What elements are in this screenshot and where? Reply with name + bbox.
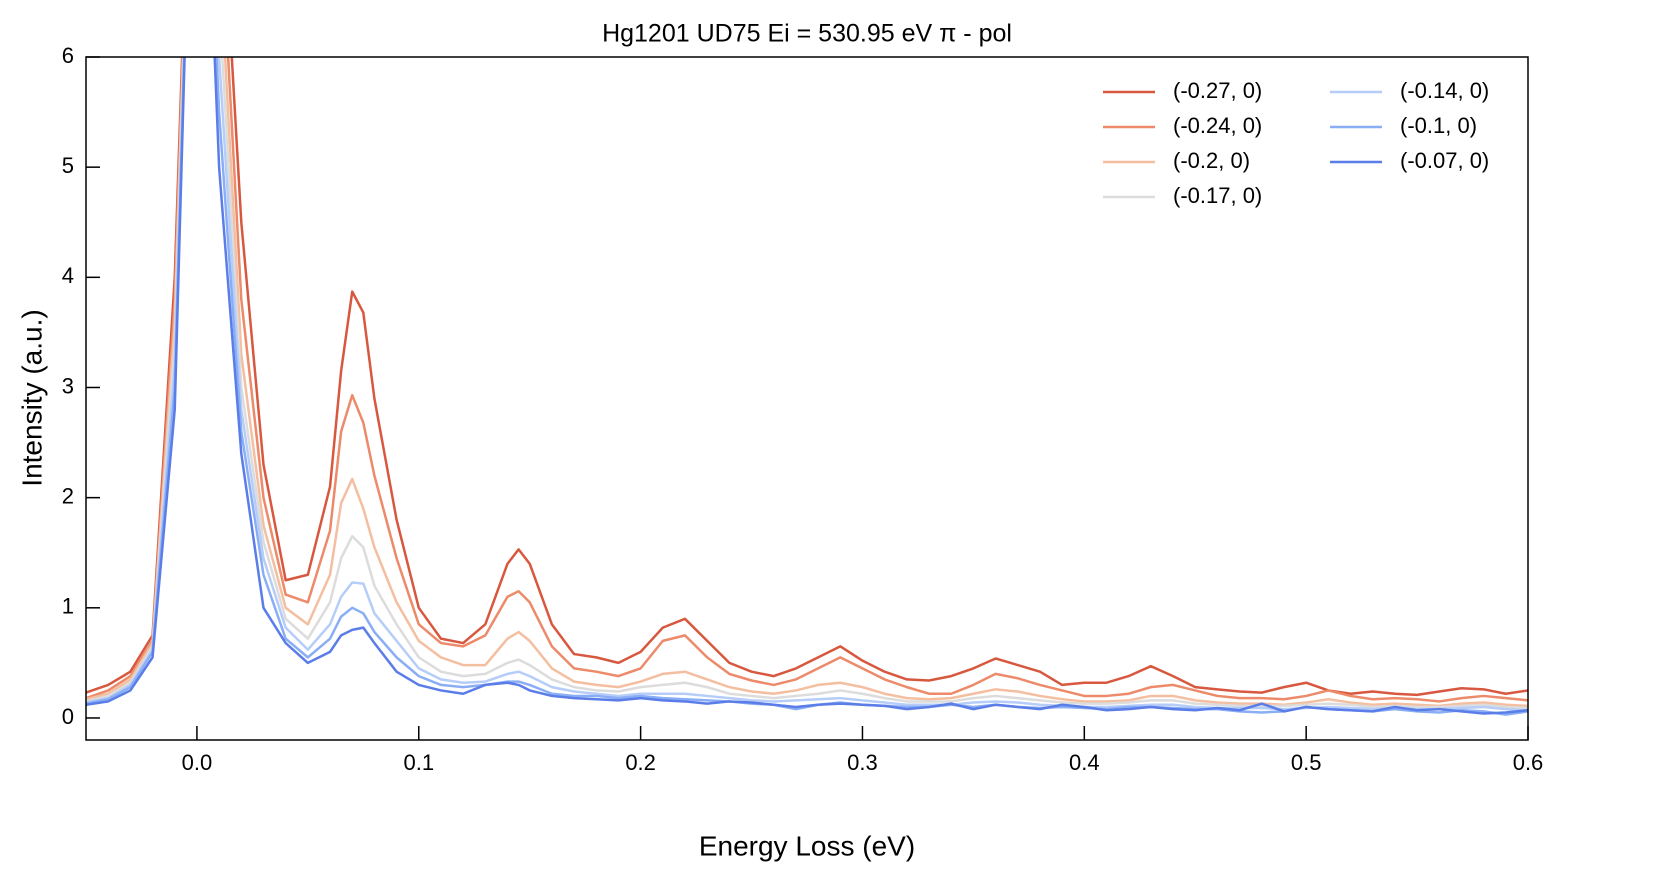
legend-label: (-0.2, 0) <box>1173 148 1250 173</box>
x-tick-label: 0.5 <box>1291 750 1322 775</box>
series-line <box>86 57 1528 703</box>
x-tick-label: 0.4 <box>1069 750 1100 775</box>
series-line <box>86 57 1528 715</box>
y-tick-label: 2 <box>62 483 74 508</box>
x-tick-label: 0.3 <box>847 750 878 775</box>
plot-frame <box>85 56 1529 741</box>
chart-title: Hg1201 UD75 Ei = 530.95 eV π - pol <box>602 20 1012 48</box>
y-tick-label: 5 <box>62 153 74 178</box>
series-line <box>86 57 1528 697</box>
x-tick-label: 0.1 <box>403 750 434 775</box>
legend-label: (-0.17, 0) <box>1173 183 1262 208</box>
y-tick-label: 3 <box>62 373 74 398</box>
y-tick-label: 0 <box>62 704 74 729</box>
legend-label: (-0.27, 0) <box>1173 78 1262 103</box>
x-tick-label: 0.6 <box>1513 750 1544 775</box>
y-tick-label: 4 <box>62 263 74 288</box>
legend-label: (-0.24, 0) <box>1173 113 1262 138</box>
x-tick-label: 0.2 <box>625 750 656 775</box>
legend-label: (-0.07, 0) <box>1400 148 1489 173</box>
y-tick-label: 6 <box>62 43 74 68</box>
legend-label: (-0.14, 0) <box>1400 78 1489 103</box>
plot-area <box>86 57 1528 716</box>
y-axis-label: Intensity (a.u.) <box>16 309 47 486</box>
x-tick-label: 0.0 <box>182 750 213 775</box>
series-line <box>86 57 1528 712</box>
series-line <box>86 57 1528 708</box>
series-line <box>86 57 1528 716</box>
y-tick-label: 1 <box>62 594 74 619</box>
legend-label: (-0.1, 0) <box>1400 113 1477 138</box>
series-line <box>86 57 1528 710</box>
x-axis-label: Energy Loss (eV) <box>699 830 915 861</box>
